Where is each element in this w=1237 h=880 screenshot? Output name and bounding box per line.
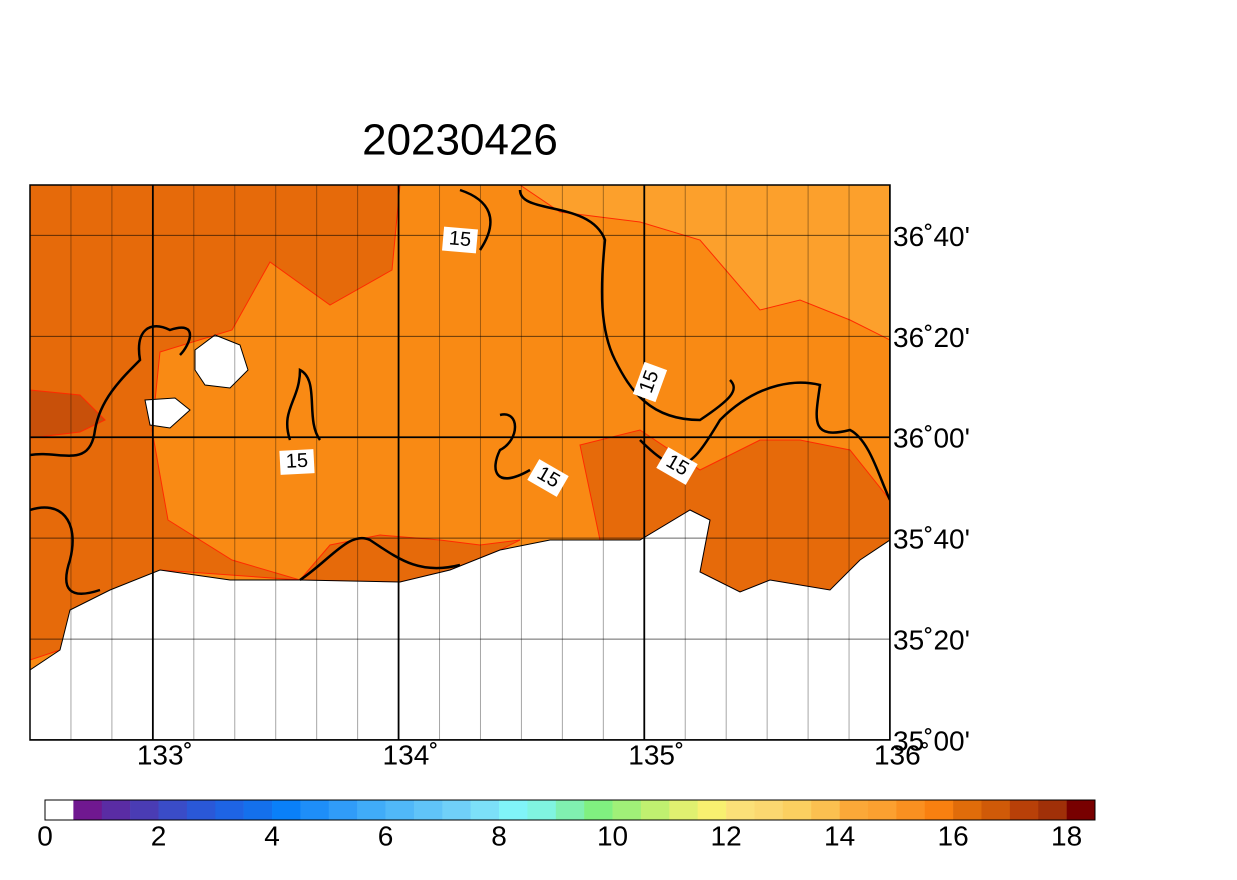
colorbar-box (328, 800, 358, 820)
colorbar-box (867, 800, 897, 820)
cool-region (519, 185, 890, 341)
lon-label: 136˚ (874, 739, 930, 770)
colorbar-box (612, 800, 642, 820)
contour-label: 15 (442, 226, 478, 254)
colorbar-box (782, 800, 812, 820)
colorbar-box (158, 800, 188, 820)
hot-region (30, 389, 106, 439)
title: 20230426 (362, 116, 558, 165)
colorbar-box (669, 800, 699, 820)
grid (30, 185, 890, 740)
colorbar-label: 2 (151, 820, 167, 851)
lon-label: 135˚ (628, 739, 684, 770)
lat-label: 35˚20' (893, 624, 970, 655)
map-frame (29, 184, 891, 741)
colorbar-label: 12 (711, 820, 742, 851)
colorbar-box (130, 800, 159, 820)
colorbar-label: 16 (938, 820, 969, 851)
contour-line (30, 188, 890, 595)
contour-label: 15 (279, 449, 315, 475)
colorbar-label: 18 (1051, 820, 1082, 851)
map-field (30, 185, 890, 740)
label-box (442, 226, 478, 254)
colorbar-box (300, 800, 330, 820)
colorbar-label: 0 (37, 820, 53, 851)
colorbar-box (640, 800, 670, 820)
colorbar-label: 6 (378, 820, 394, 851)
colorbar-label: 14 (824, 820, 855, 851)
contour-label-text: 15 (285, 450, 308, 473)
colorbar-box (726, 800, 755, 820)
island (144, 397, 191, 429)
colorbar-box (413, 800, 443, 820)
colorbar-box (584, 800, 613, 820)
colorbar-box (272, 800, 301, 820)
colorbar-box (981, 800, 1011, 820)
colorbar-box (754, 800, 784, 820)
colorbar-box (924, 800, 954, 820)
colorbar-box (357, 800, 386, 820)
colorbar-box (896, 800, 926, 820)
colorbar-box (385, 800, 415, 820)
lat-label: 36˚40' (893, 221, 970, 252)
colorbar-box (243, 800, 273, 820)
colorbar-box (442, 800, 471, 820)
contour-label-text: 15 (448, 227, 472, 251)
colorbar-box (953, 800, 982, 820)
lat-label: 36˚00' (893, 423, 970, 454)
colorbar-box (1038, 800, 1067, 820)
label-box (656, 447, 698, 485)
lat-label: 36˚20' (893, 322, 970, 353)
colorbar-label: 8 (491, 820, 507, 851)
colorbar-box (101, 800, 131, 820)
colorbar-box (527, 800, 557, 820)
colorbar-box (1009, 800, 1039, 820)
colorbar-box (470, 800, 500, 820)
colorbar-frame (44, 799, 1096, 821)
colorbar-box (555, 800, 585, 820)
land (30, 509, 890, 740)
colorbar-box (186, 800, 216, 820)
colorbar-box (499, 800, 528, 820)
colorbar-box (45, 800, 74, 820)
label-box (632, 361, 668, 403)
label-box (527, 459, 569, 497)
colorbar-label: 4 (264, 820, 280, 851)
colorbar-box (1066, 800, 1096, 820)
colorbar-box (697, 800, 727, 820)
colorbar: 0 2 4 6 8 10 12 14 16 18 (37, 799, 1096, 851)
lat-label: 35˚40' (893, 524, 970, 555)
colorbar-box (73, 800, 103, 820)
colorbar-label: 10 (597, 820, 628, 851)
lat-label: 35˚00' (893, 725, 970, 756)
lon-label: 134˚ (383, 739, 439, 770)
colorbar-box (215, 800, 244, 820)
colorbar-box (839, 800, 869, 820)
label-box (279, 449, 315, 475)
colorbar-box (811, 800, 840, 820)
lon-label: 133˚ (137, 739, 193, 770)
